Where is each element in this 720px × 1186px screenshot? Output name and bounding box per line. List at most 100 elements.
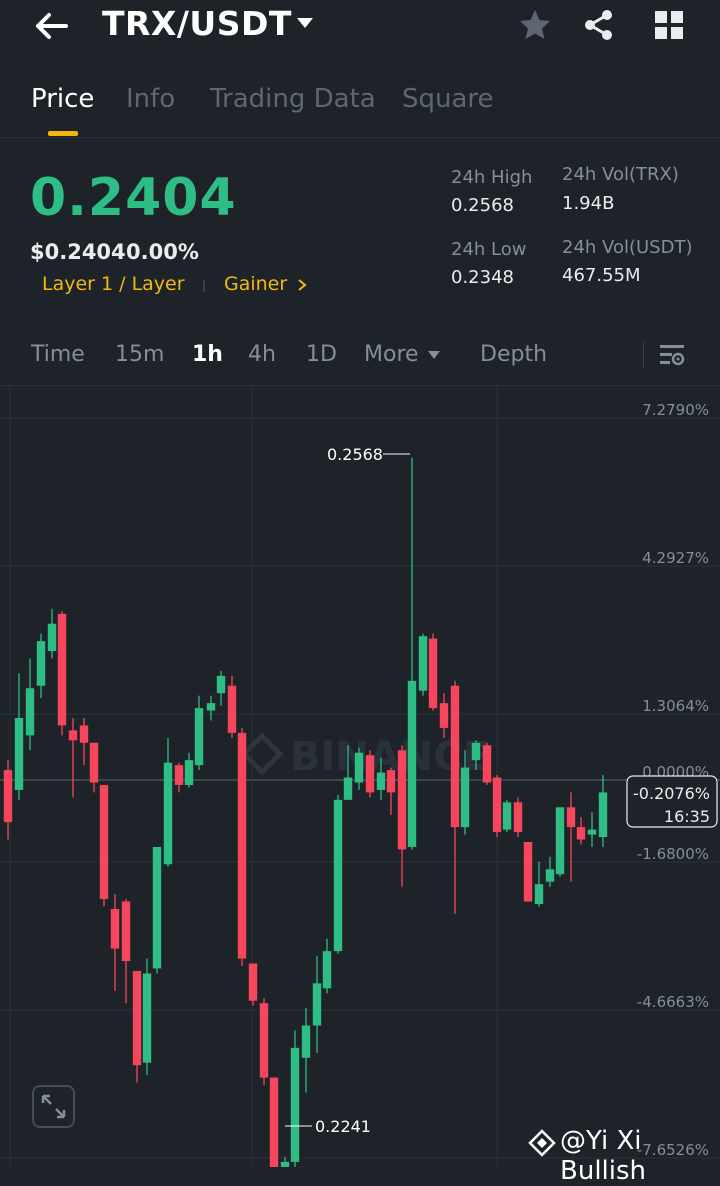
candle-up xyxy=(418,636,428,691)
candle-down xyxy=(428,638,438,709)
vol-trx-value: 1.94B xyxy=(562,193,615,214)
tf-time[interactable]: Time xyxy=(31,342,85,367)
candle-down xyxy=(248,963,258,1001)
candle-up xyxy=(587,829,597,835)
candle-down xyxy=(450,685,460,828)
axis-label: 1.3064% xyxy=(642,697,709,715)
candle-down xyxy=(57,613,67,726)
vol-usdt-label: 24h Vol(USDT) xyxy=(562,237,693,258)
candle-up xyxy=(407,680,417,847)
candle-up xyxy=(142,973,152,1063)
divider xyxy=(0,137,720,138)
candlestick-chart[interactable]: BINANCE 7.2790%4.2927%1.3064%0.0000%-1.6… xyxy=(0,386,720,1167)
candle-down xyxy=(397,750,407,850)
tf-1d[interactable]: 1D xyxy=(306,342,337,367)
candle-down xyxy=(132,970,142,1066)
candle-down xyxy=(386,770,396,793)
candle-up xyxy=(471,742,481,761)
tf-1h[interactable]: 1h xyxy=(192,342,223,367)
last-price: 0.2404 xyxy=(30,168,237,228)
axis-label: 7.2790% xyxy=(642,401,709,419)
countdown: 16:35 xyxy=(664,807,710,826)
low-marker: 0.2241 xyxy=(285,1117,371,1136)
price-change: 0.00% xyxy=(126,240,199,264)
candle-up xyxy=(206,703,216,711)
candle-down xyxy=(365,755,375,793)
caret-down-icon[interactable] xyxy=(428,351,440,359)
tab-square[interactable]: Square xyxy=(402,84,494,114)
active-tab-indicator xyxy=(48,131,78,136)
candle-up xyxy=(163,762,173,865)
candle-up xyxy=(301,1025,311,1058)
caret-down-icon[interactable] xyxy=(296,16,314,30)
candle-up xyxy=(502,802,512,830)
candle-down xyxy=(79,725,89,743)
candle-down xyxy=(110,908,120,949)
vol-usdt-value: 467.55M xyxy=(562,265,641,286)
star-icon[interactable] xyxy=(518,8,552,42)
share-icon[interactable] xyxy=(582,8,616,42)
candle-down xyxy=(99,784,109,900)
low-marker-label: 0.2241 xyxy=(315,1117,371,1136)
tag-separator xyxy=(203,280,205,292)
candle-down xyxy=(259,1003,269,1078)
high-label: 24h High xyxy=(451,167,533,188)
candle-up xyxy=(376,772,386,790)
low-value: 0.2348 xyxy=(451,267,514,288)
pair-title[interactable]: TRX/USDT xyxy=(102,4,292,43)
tf-depth[interactable]: Depth xyxy=(480,342,548,367)
chart-settings-icon[interactable] xyxy=(658,341,686,369)
tab-trading-data[interactable]: Trading Data xyxy=(210,84,376,114)
candle-down xyxy=(68,730,78,741)
candle-up xyxy=(534,884,544,904)
chevron-right-icon[interactable] xyxy=(297,278,307,292)
high-marker: 0.2568 xyxy=(327,445,410,464)
tab-info[interactable]: Info xyxy=(126,84,176,114)
candle-up xyxy=(322,951,332,989)
current-change: -0.2076% xyxy=(633,784,710,803)
candle-up xyxy=(25,688,35,736)
candle-up xyxy=(280,1161,290,1167)
high-value: 0.2568 xyxy=(451,195,514,216)
candle-up xyxy=(343,777,353,800)
top-bar: TRX/USDT xyxy=(0,0,720,60)
divider xyxy=(643,342,644,368)
candle-up xyxy=(460,767,470,828)
candle-down xyxy=(566,807,576,828)
axis-label: 4.2927% xyxy=(642,549,709,567)
tf-4h[interactable]: 4h xyxy=(248,342,276,367)
tf-more[interactable]: More xyxy=(364,342,419,367)
vol-trx-label: 24h Vol(TRX) xyxy=(562,164,679,185)
candle-down xyxy=(121,901,131,962)
candle-up xyxy=(184,760,194,785)
grid-icon[interactable] xyxy=(652,8,686,42)
candle-up xyxy=(354,752,364,783)
candle-up xyxy=(47,623,57,652)
watermark-text: @Yi Xi Bullish xyxy=(560,1126,647,1186)
tf-15m[interactable]: 15m xyxy=(115,342,165,367)
candle-up xyxy=(312,983,322,1026)
candle-up xyxy=(14,718,24,790)
back-arrow-icon[interactable] xyxy=(32,8,72,44)
candle-down xyxy=(174,765,184,785)
fullscreen-button[interactable] xyxy=(32,1085,75,1128)
candle-down xyxy=(269,1077,279,1167)
current-price-label: -0.2076% 16:35 xyxy=(626,775,718,828)
candle-down xyxy=(227,685,237,733)
candle-up xyxy=(194,708,204,766)
candle-down xyxy=(523,842,533,902)
usd-price: $0.2404 xyxy=(30,240,126,264)
tag-gainer[interactable]: Gainer xyxy=(224,273,288,295)
candle-down xyxy=(439,703,449,728)
tag-layer[interactable]: Layer 1 / Layer xyxy=(42,273,185,295)
axis-label: -1.6800% xyxy=(637,845,709,863)
candle-up xyxy=(598,792,608,838)
expand-icon xyxy=(41,1094,66,1119)
candle-down xyxy=(513,802,523,833)
candle-up xyxy=(555,807,565,875)
candle-up xyxy=(216,675,226,694)
candle-down xyxy=(492,777,502,833)
binance-logo-icon xyxy=(528,1129,556,1157)
axis-label: -7.6526% xyxy=(637,1141,709,1159)
tab-price[interactable]: Price xyxy=(31,84,95,114)
